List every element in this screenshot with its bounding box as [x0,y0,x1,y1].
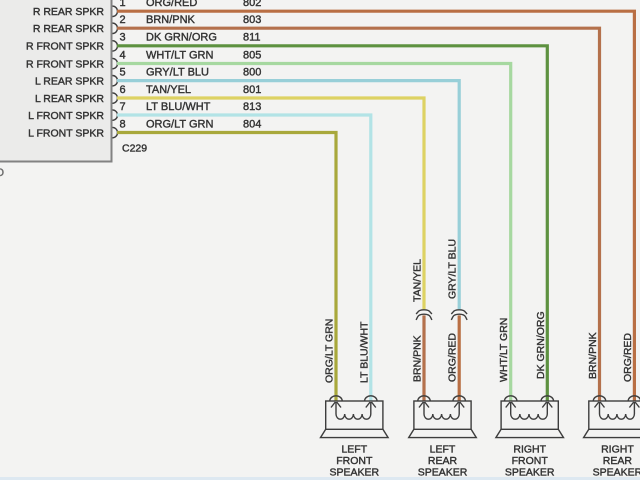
svg-text:BRN/PNK: BRN/PNK [587,332,599,379]
svg-text:ORG/RED: ORG/RED [146,0,197,9]
svg-text:L REAR SPKR: L REAR SPKR [35,93,104,105]
svg-text:GRY/LT BLU: GRY/LT BLU [447,239,459,299]
svg-text:C229: C229 [122,143,147,155]
svg-text:FRONT: FRONT [512,455,549,467]
svg-text:RIGHT: RIGHT [513,443,546,455]
svg-text:FRONT: FRONT [336,455,373,467]
svg-text:LEFT: LEFT [430,443,456,455]
svg-text:804: 804 [243,118,261,130]
svg-text:802: 802 [243,0,261,9]
svg-text:GRY/LT BLU: GRY/LT BLU [146,67,209,79]
svg-text:811: 811 [243,32,261,44]
svg-text:4: 4 [120,49,126,61]
svg-text:BRN/PNK: BRN/PNK [146,14,196,26]
svg-text:R REAR SPKR: R REAR SPKR [33,23,105,35]
svg-text:8: 8 [120,118,126,130]
svg-text:ORG/LT GRN: ORG/LT GRN [324,319,336,383]
svg-text:LT BLU/WHT: LT BLU/WHT [146,101,211,113]
svg-text:WHT/LT GRN: WHT/LT GRN [146,49,213,61]
svg-text:R FRONT SPKR: R FRONT SPKR [26,58,104,70]
svg-text:SPEAKER: SPEAKER [329,467,379,479]
svg-text:WHT/LT GRN: WHT/LT GRN [498,318,510,382]
svg-text:BRN/PNK: BRN/PNK [412,335,424,382]
svg-text:REAR: REAR [603,455,633,467]
svg-text:SPEAKER: SPEAKER [593,467,640,479]
svg-text:L FRONT SPKR: L FRONT SPKR [28,127,104,139]
svg-text:2: 2 [120,14,126,26]
svg-text:TAN/YEL: TAN/YEL [146,84,191,96]
svg-text:DK GRN/ORG: DK GRN/ORG [146,32,217,44]
svg-text:3: 3 [120,32,126,44]
svg-text:TAN/YEL: TAN/YEL [412,259,424,302]
svg-text:6: 6 [120,84,126,96]
svg-text:7: 7 [120,101,126,113]
svg-text:L REAR SPKR: L REAR SPKR [35,76,104,88]
svg-text:SPEAKER: SPEAKER [505,467,555,479]
svg-text:LEFT: LEFT [341,443,367,455]
svg-text:SPEAKER: SPEAKER [418,467,468,479]
svg-text:DK GRN/ORG: DK GRN/ORG [535,311,547,379]
svg-text:RIGHT: RIGHT [601,443,634,455]
svg-text:REAR: REAR [428,455,458,467]
svg-text:813: 813 [243,101,261,113]
svg-text:800: 800 [243,67,261,79]
svg-text:803: 803 [243,14,261,26]
svg-text:R REAR SPKR: R REAR SPKR [33,6,105,18]
svg-text:O: O [0,167,5,179]
svg-text:ORG/RED: ORG/RED [622,333,634,382]
svg-text:5: 5 [120,67,126,79]
svg-text:L FRONT SPKR: L FRONT SPKR [28,110,104,122]
svg-text:ORG/RED: ORG/RED [447,333,459,382]
svg-text:805: 805 [243,49,261,61]
svg-text:801: 801 [243,84,261,96]
svg-text:ORG/LT GRN: ORG/LT GRN [146,118,213,130]
svg-text:1: 1 [120,0,126,9]
svg-text:LT BLU/WHT: LT BLU/WHT [358,321,370,383]
svg-text:R FRONT SPKR: R FRONT SPKR [26,41,104,53]
